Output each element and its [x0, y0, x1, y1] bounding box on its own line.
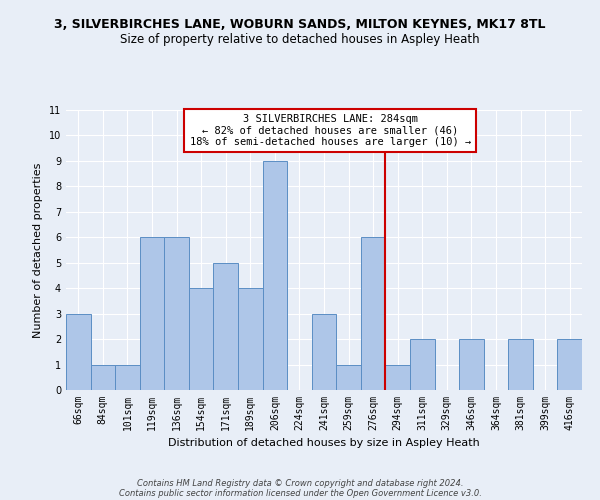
Bar [66, 314, 91, 390]
Bar [91, 364, 115, 390]
Bar [410, 339, 434, 390]
Bar [557, 339, 582, 390]
Text: Contains public sector information licensed under the Open Government Licence v3: Contains public sector information licen… [119, 488, 481, 498]
Bar [312, 314, 336, 390]
Text: 3 SILVERBIRCHES LANE: 284sqm
← 82% of detached houses are smaller (46)
18% of se: 3 SILVERBIRCHES LANE: 284sqm ← 82% of de… [190, 114, 471, 147]
Bar [140, 238, 164, 390]
Bar [508, 339, 533, 390]
Bar [214, 262, 238, 390]
Bar [238, 288, 263, 390]
X-axis label: Distribution of detached houses by size in Aspley Heath: Distribution of detached houses by size … [168, 438, 480, 448]
Text: Size of property relative to detached houses in Aspley Heath: Size of property relative to detached ho… [120, 32, 480, 46]
Bar [263, 161, 287, 390]
Bar [336, 364, 361, 390]
Y-axis label: Number of detached properties: Number of detached properties [34, 162, 43, 338]
Text: Contains HM Land Registry data © Crown copyright and database right 2024.: Contains HM Land Registry data © Crown c… [137, 478, 463, 488]
Bar [164, 238, 189, 390]
Bar [361, 238, 385, 390]
Bar [459, 339, 484, 390]
Bar [189, 288, 214, 390]
Bar [115, 364, 140, 390]
Bar [385, 364, 410, 390]
Text: 3, SILVERBIRCHES LANE, WOBURN SANDS, MILTON KEYNES, MK17 8TL: 3, SILVERBIRCHES LANE, WOBURN SANDS, MIL… [54, 18, 546, 30]
